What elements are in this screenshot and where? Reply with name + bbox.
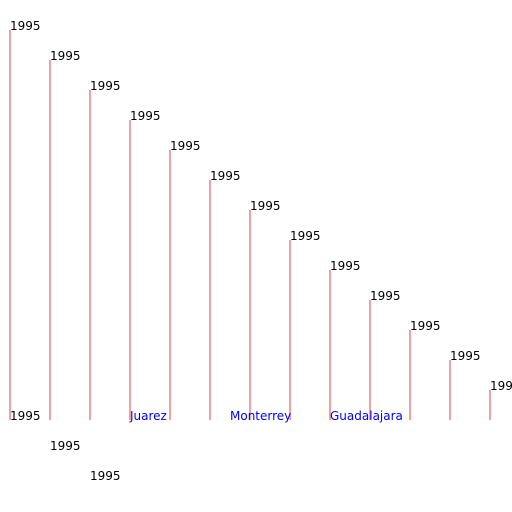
top-label: 1995 (10, 19, 41, 33)
top-label: 1995 (170, 139, 201, 153)
top-label: 1995 (130, 109, 161, 123)
bottom-label: 1995 (50, 439, 81, 453)
top-label: 1995 (370, 289, 401, 303)
top-label: 1995 (250, 199, 281, 213)
top-label: 1995 (290, 229, 321, 243)
top-label: 1995 (50, 49, 81, 63)
bottom-label: 1995 (10, 409, 41, 423)
top-label: 1995 (330, 259, 361, 273)
city-label: Juarez (129, 409, 167, 423)
top-label: 1995 (90, 79, 121, 93)
top-label: 1995 (490, 379, 512, 393)
top-label: 1995 (410, 319, 441, 333)
bottom-label: 1995 (90, 469, 121, 483)
city-label: Monterrey (230, 409, 291, 423)
top-label: 1995 (210, 169, 241, 183)
city-label: Guadalajara (330, 409, 403, 423)
top-label: 1995 (450, 349, 481, 363)
